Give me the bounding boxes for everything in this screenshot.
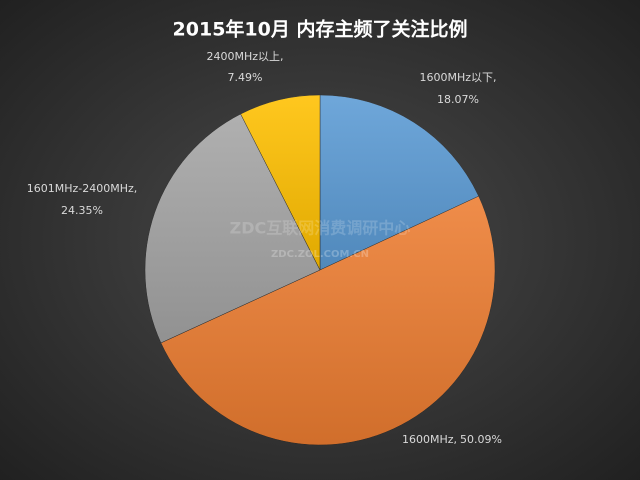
slice-label: 1601MHz-2400MHz,: [27, 182, 138, 195]
value-label: 18.07%: [437, 93, 479, 106]
value-label: 50.09%: [460, 433, 502, 446]
slice-label: 1600MHz,: [402, 433, 457, 446]
watermark-url: ZDC.ZOL.COM.CN: [271, 249, 369, 260]
slice-label: 2400MHz以上,: [206, 50, 283, 63]
slice-label: 1600MHz以下,: [419, 71, 496, 84]
value-label: 7.49%: [228, 71, 263, 84]
chart-title: 2015年10月 内存主频了关注比例: [173, 18, 468, 41]
watermark: ZDC互联网消费调研中心: [230, 219, 411, 238]
value-label: 24.35%: [61, 204, 103, 217]
